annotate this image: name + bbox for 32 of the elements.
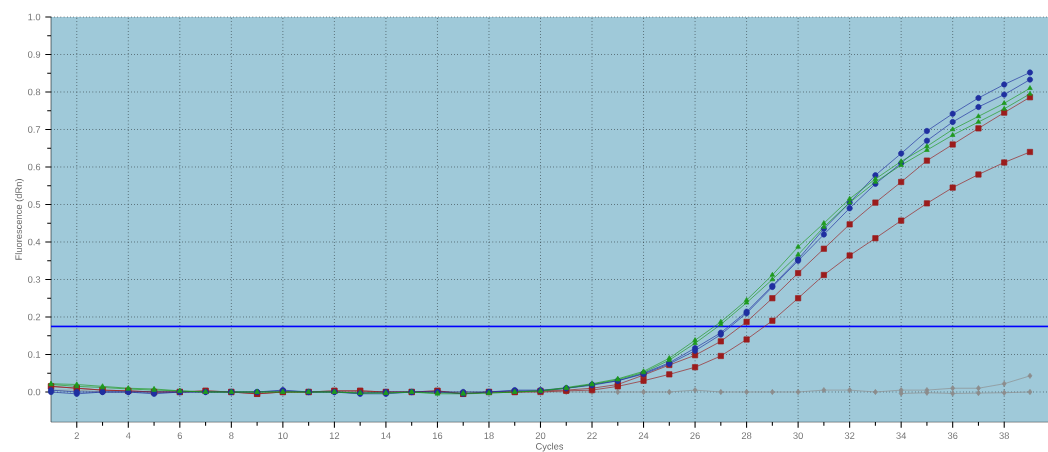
x-tick-label: 20 bbox=[535, 432, 546, 439]
y-tick-label: 0.4 bbox=[27, 238, 41, 246]
x-tick-label: 28 bbox=[741, 432, 752, 439]
x-tick-label: 14 bbox=[381, 432, 391, 439]
y-tick-label: 0.1 bbox=[27, 351, 41, 358]
x-axis-title: Cycles bbox=[535, 442, 564, 452]
x-tick-label: 16 bbox=[432, 432, 443, 439]
x-tick-label: 38 bbox=[999, 432, 1009, 439]
x-tick-label: 22 bbox=[587, 432, 597, 439]
x-tick-label: 10 bbox=[278, 432, 288, 439]
x-tick-label: 18 bbox=[484, 432, 494, 439]
y-tick-label: 0.7 bbox=[27, 126, 41, 133]
x-tick-label: 24 bbox=[638, 432, 649, 439]
y-tick-label: 0.3 bbox=[27, 276, 41, 283]
y-tick-label: 0.0 bbox=[27, 388, 41, 396]
x-tick-label: 34 bbox=[896, 432, 907, 439]
y-tick-label: 0.9 bbox=[27, 51, 41, 58]
y-tick-label: 1.0 bbox=[28, 13, 41, 21]
x-tick-label: 36 bbox=[947, 432, 958, 439]
x-tick-label: 4 bbox=[125, 432, 131, 439]
y-axis-title: Fluorescence (dRn) bbox=[15, 179, 24, 260]
y-tick-label: 0.8 bbox=[27, 88, 41, 96]
x-tick-label: 32 bbox=[844, 432, 855, 439]
x-tick-label: 12 bbox=[329, 432, 340, 439]
y-tick-label: 0.5 bbox=[27, 201, 41, 208]
x-tick-label: 8 bbox=[229, 432, 234, 439]
y-tick-label: 0.2 bbox=[27, 313, 41, 321]
x-tick-label: 6 bbox=[177, 432, 182, 439]
x-tick-label: 26 bbox=[690, 432, 700, 439]
x-tick-label: 2 bbox=[74, 432, 79, 439]
x-tick-label: 30 bbox=[793, 432, 803, 439]
y-tick-label: 0.6 bbox=[27, 163, 41, 171]
